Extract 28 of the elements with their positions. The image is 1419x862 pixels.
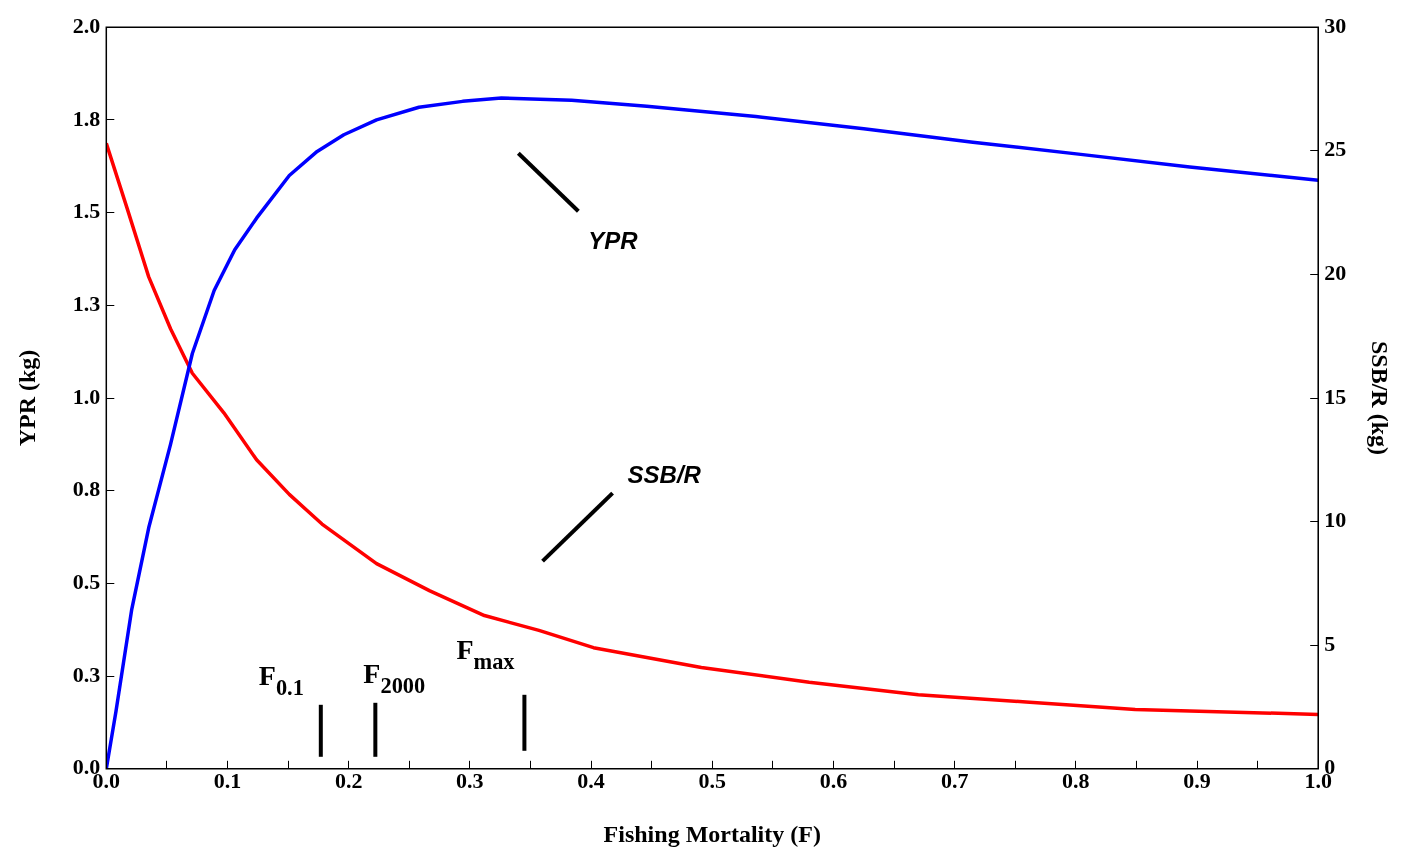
y-tick-label: 1.5 [72, 198, 101, 224]
x-tick-label: 0.1 [213, 767, 242, 793]
y-tick-label: 1.8 [72, 105, 101, 131]
x-tick-label: 0.4 [577, 767, 605, 793]
y-tick-label: 2.0 [72, 12, 101, 38]
y2-tick-label: 10 [1324, 507, 1347, 533]
y2-tick-label: 15 [1324, 383, 1347, 409]
x-tick-label: 0.2 [334, 767, 363, 793]
y2-axis-title: SSB/R (kg) [1367, 340, 1394, 456]
x-tick-label: 0.3 [456, 767, 484, 793]
y-tick-label: 1.3 [72, 290, 101, 316]
y2-tick-label: 20 [1324, 260, 1347, 286]
x-tick-label: 0.5 [698, 767, 726, 793]
x-tick-label: 0.6 [819, 767, 848, 793]
y-axis-title: YPR (kg) [13, 349, 40, 447]
y-tick-label: 0.3 [72, 661, 101, 687]
x-axis-title: Fishing Mortality (F) [603, 820, 821, 847]
annotation: SSB/R [627, 461, 702, 489]
y2-tick-label: 25 [1324, 136, 1347, 162]
y2-tick-label: 30 [1324, 12, 1347, 38]
x-tick-label: 0.8 [1062, 767, 1090, 793]
y2-tick-label: 5 [1324, 630, 1336, 656]
y-tick-label: 0.8 [72, 476, 101, 502]
x-tick-label: 0.7 [940, 767, 969, 793]
annotation: YPR [588, 227, 639, 255]
y-tick-label: 0.5 [72, 569, 101, 595]
x-tick-label: 0.9 [1183, 767, 1211, 793]
y-tick-label: 1.0 [72, 383, 101, 409]
